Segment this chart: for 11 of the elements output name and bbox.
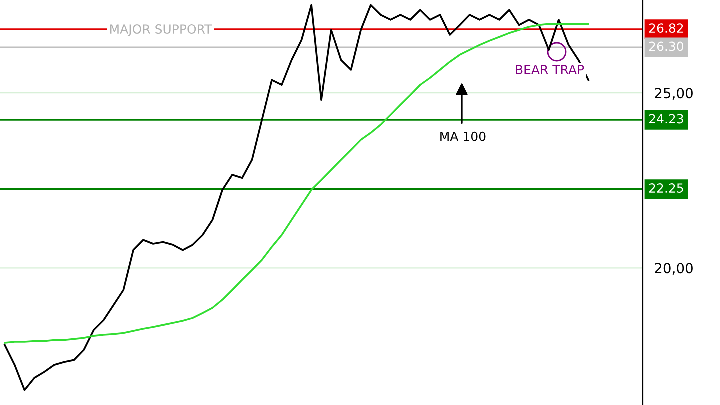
line-series — [4, 23, 590, 344]
annotation: MA 100 — [440, 132, 486, 142]
ref-line-label: 24.23 — [649, 114, 684, 124]
ref-line-label: 26.82 — [649, 24, 684, 34]
y-tick-label: 20,00 — [655, 263, 693, 276]
y-tick-label: 25,00 — [655, 88, 693, 100]
line-series — [4, 4, 590, 392]
ref-line-label: 26.30 — [649, 42, 684, 52]
ref-line-label: 22.25 — [649, 184, 684, 193]
annotation: MAJOR SUPPORT — [110, 24, 212, 36]
annotation: BEAR TRAP — [516, 65, 584, 74]
